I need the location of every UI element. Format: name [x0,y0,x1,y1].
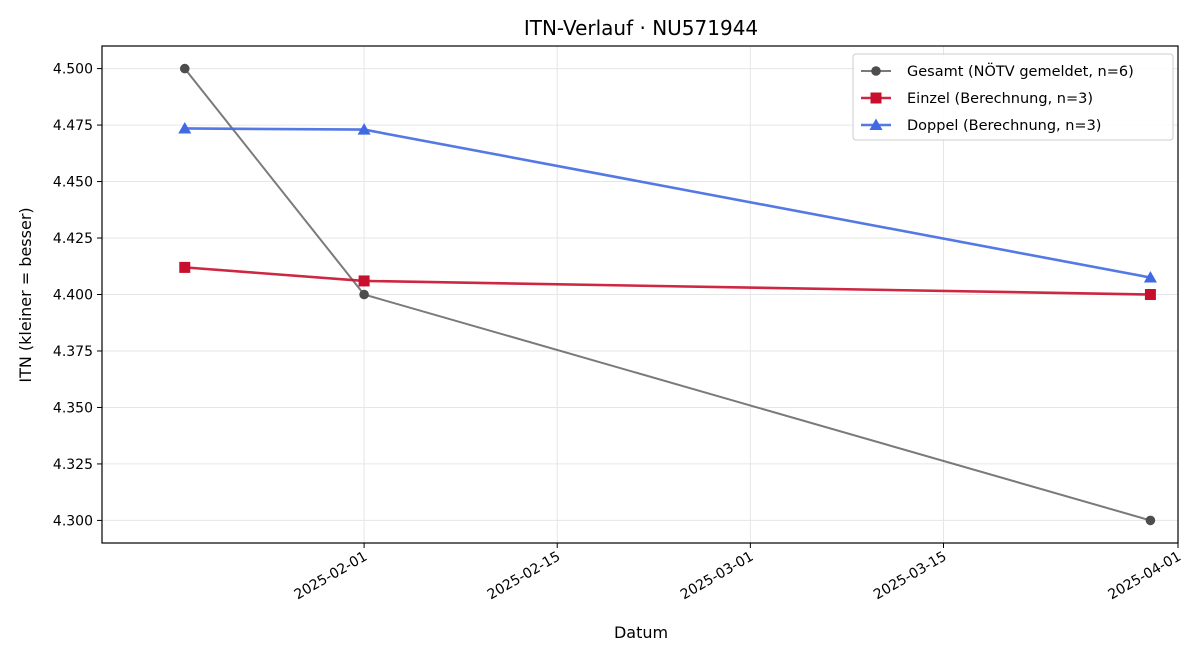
x-axis: 2025-02-01 2025-02-15 2025-03-01 2025-03-15… [292,543,1184,603]
y-axis-title: ITN (kleiner = besser) [16,207,35,382]
legend: Gesamt (NÖTV gemeldet, n=6) Einzel (Berec… [852,53,1174,141]
y-tick-label: 4.400 [53,288,93,304]
series-layer [178,63,1157,526]
legend-marker [871,66,881,76]
y-tick-label: 4.475 [53,118,93,134]
data-point [1143,271,1157,283]
x-tick-label: 2025-02-01 [292,549,370,604]
y-tick-label: 4.300 [53,513,93,529]
data-point [1145,515,1156,526]
data-point [179,63,190,74]
y-axis: 4.300 4.325 4.350 4.375 4.400 4.425 4.450 4.475… [53,62,102,529]
data-point [359,289,369,300]
data-point [357,123,371,135]
legend-box [852,53,1174,141]
y-tick-label: 4.450 [53,175,93,191]
data-point [358,275,370,287]
series-line [184,127,1151,279]
chart-title: ITN-Verlauf · NU571944 [524,16,758,40]
data-point [179,261,191,273]
legend-marker [870,92,882,104]
data-point [178,121,192,134]
y-tick-label: 4.325 [53,457,93,473]
x-tick-label: 2025-03-15 [871,549,949,604]
x-tick-label: 2025-03-01 [678,549,756,604]
y-tick-label: 4.350 [53,400,93,416]
y-tick-label: 4.375 [53,344,93,360]
legend-label: Doppel (Berechnung, n=3) [907,118,1101,134]
legend-marker [869,118,883,130]
y-tick-label: 4.425 [53,231,93,247]
y-tick-label: 4.500 [53,62,93,78]
data-point [1144,289,1156,300]
x-tick-label: 2025-02-15 [485,549,563,604]
x-axis-title: Datum [614,623,668,642]
series-line [184,266,1151,296]
x-tick-label: 2025-04-01 [1106,549,1184,604]
legend-label: Gesamt (NÖTV gemeldet, n=6) [907,62,1134,80]
legend-label: Einzel (Berechnung, n=3) [907,91,1093,107]
